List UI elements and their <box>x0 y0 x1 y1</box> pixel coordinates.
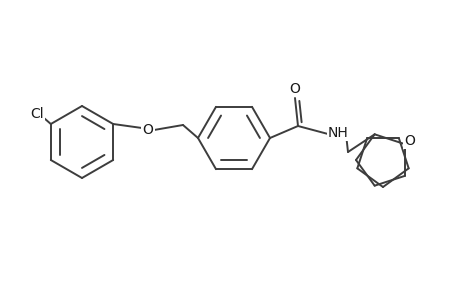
Text: O: O <box>403 134 414 148</box>
Text: NH: NH <box>327 126 347 140</box>
Text: O: O <box>289 82 300 96</box>
Text: O: O <box>142 123 153 137</box>
Text: Cl: Cl <box>30 107 44 121</box>
